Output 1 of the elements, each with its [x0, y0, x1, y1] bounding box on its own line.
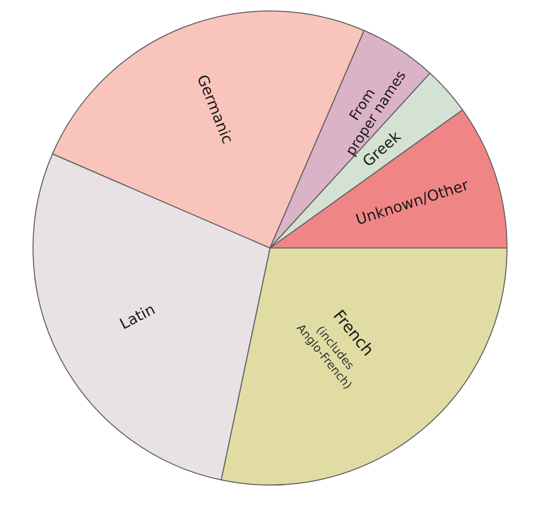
slice-label: Latin — [116, 300, 158, 334]
